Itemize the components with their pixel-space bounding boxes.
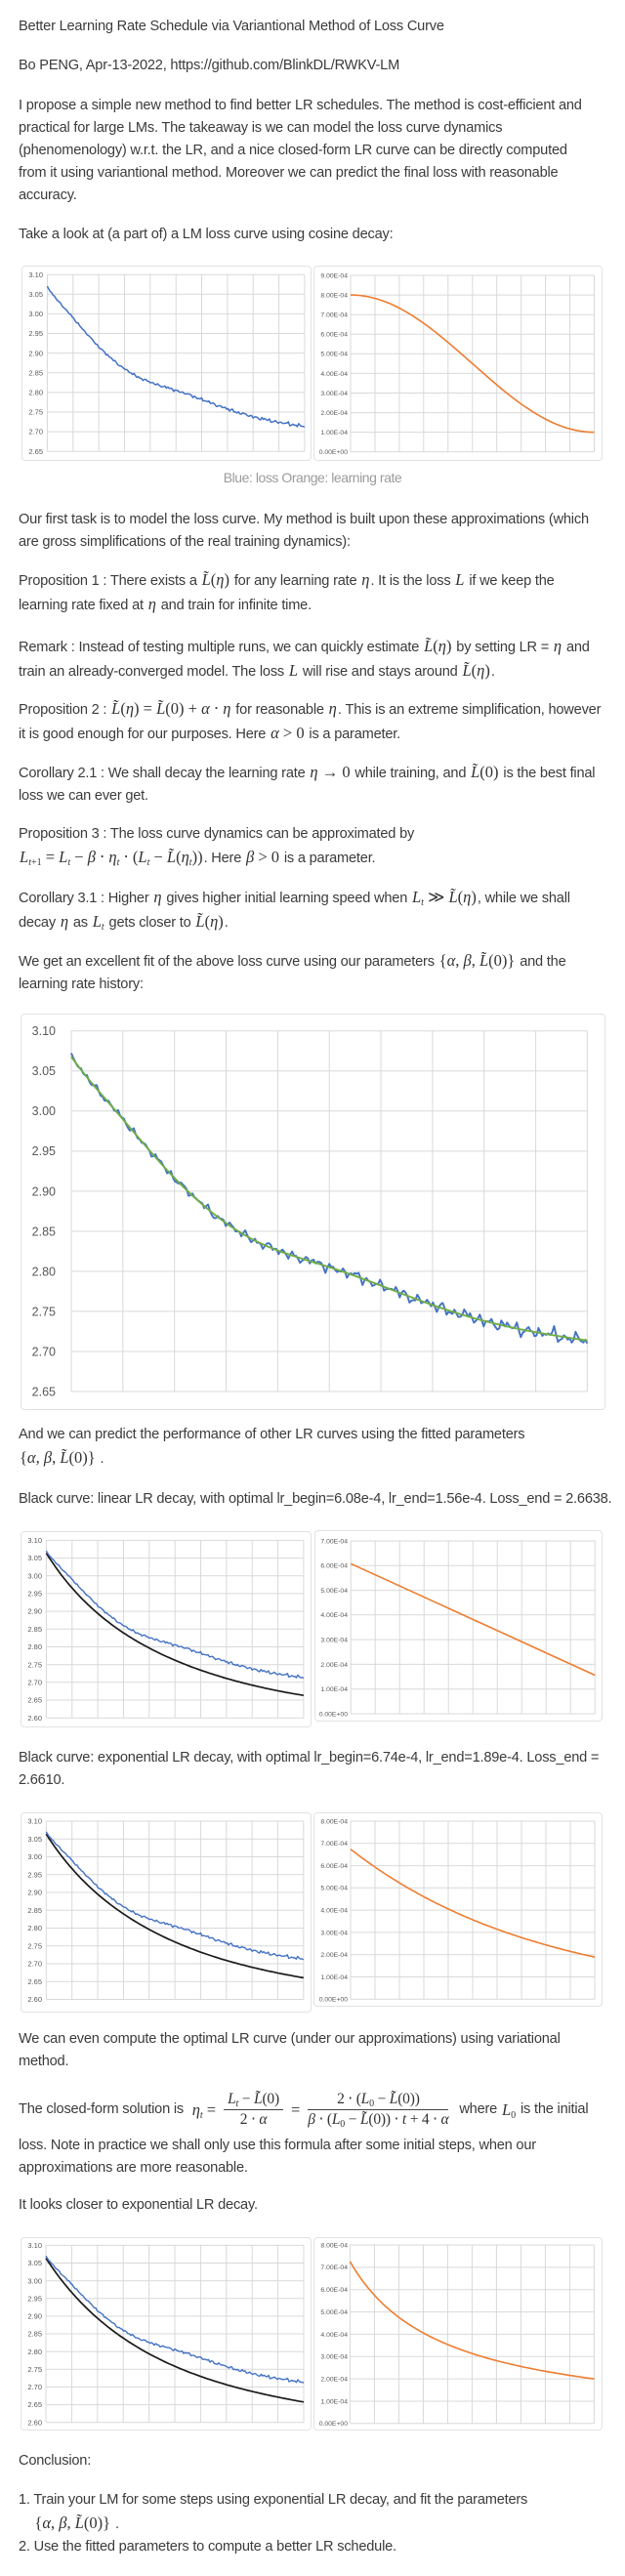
svg-text:8.00E-04: 8.00E-04 [320, 2242, 348, 2249]
svg-text:3.10: 3.10 [27, 2241, 42, 2250]
svg-text:2.65: 2.65 [28, 447, 43, 456]
svg-text:3.05: 3.05 [32, 1064, 56, 1078]
svg-text:3.10: 3.10 [27, 1817, 42, 1826]
svg-text:3.00: 3.00 [32, 1104, 56, 1118]
svg-text:2.75: 2.75 [27, 1941, 42, 1950]
svg-text:4.00E-04: 4.00E-04 [320, 1612, 348, 1619]
svg-text:0.00E+00: 0.00E+00 [319, 2421, 349, 2428]
svg-text:2.85: 2.85 [28, 368, 43, 377]
svg-text:2.70: 2.70 [27, 2383, 42, 2391]
svg-text:2.90: 2.90 [27, 1889, 42, 1897]
svg-text:2.60: 2.60 [27, 1995, 42, 2004]
svg-text:2.70: 2.70 [27, 1960, 42, 1969]
svg-text:2.65: 2.65 [27, 1696, 42, 1705]
svg-text:2.80: 2.80 [28, 389, 43, 397]
svg-text:3.00: 3.00 [27, 1852, 42, 1861]
svg-text:2.60: 2.60 [27, 1714, 42, 1723]
svg-text:1.00E-04: 1.00E-04 [320, 1686, 348, 1693]
svg-text:3.00E-04: 3.00E-04 [320, 2354, 348, 2361]
svg-text:2.95: 2.95 [28, 329, 43, 338]
svg-text:3.05: 3.05 [28, 290, 43, 299]
svg-text:1.00E-04: 1.00E-04 [320, 430, 348, 436]
svg-text:6.00E-04: 6.00E-04 [320, 2287, 348, 2294]
svg-text:2.00E-04: 2.00E-04 [320, 2377, 348, 2384]
svg-text:2.95: 2.95 [32, 1144, 56, 1158]
svg-text:2.95: 2.95 [27, 2294, 42, 2303]
svg-text:5.00E-04: 5.00E-04 [320, 1588, 348, 1595]
svg-text:3.05: 3.05 [27, 1835, 42, 1844]
svg-text:2.85: 2.85 [27, 1625, 42, 1634]
svg-text:2.90: 2.90 [32, 1184, 56, 1198]
svg-text:3.05: 3.05 [27, 1554, 42, 1562]
svg-text:2.00E-04: 2.00E-04 [320, 1952, 348, 1959]
svg-text:5.00E-04: 5.00E-04 [320, 1886, 348, 1892]
svg-text:3.10: 3.10 [27, 1536, 42, 1545]
svg-text:2.65: 2.65 [32, 1385, 56, 1398]
svg-text:2.80: 2.80 [27, 1642, 42, 1651]
svg-text:1.00E-04: 1.00E-04 [320, 1974, 348, 1981]
svg-text:3.05: 3.05 [27, 2259, 42, 2267]
svg-text:8.00E-04: 8.00E-04 [320, 1818, 348, 1825]
svg-text:3.00: 3.00 [28, 310, 43, 318]
svg-text:2.85: 2.85 [32, 1225, 56, 1238]
svg-text:6.00E-04: 6.00E-04 [320, 332, 348, 339]
svg-text:5.00E-04: 5.00E-04 [320, 2309, 348, 2316]
svg-text:3.00E-04: 3.00E-04 [320, 391, 348, 397]
svg-text:3.10: 3.10 [32, 1024, 56, 1038]
svg-text:2.00E-04: 2.00E-04 [320, 410, 348, 417]
svg-text:4.00E-04: 4.00E-04 [320, 371, 348, 378]
svg-text:9.00E-04: 9.00E-04 [320, 272, 348, 279]
svg-text:3.00: 3.00 [27, 2276, 42, 2285]
svg-text:2.95: 2.95 [27, 1870, 42, 1879]
svg-text:5.00E-04: 5.00E-04 [320, 352, 348, 358]
svg-text:2.75: 2.75 [32, 1305, 56, 1318]
svg-text:6.00E-04: 6.00E-04 [320, 1563, 348, 1570]
svg-text:2.95: 2.95 [27, 1590, 42, 1599]
svg-text:7.00E-04: 7.00E-04 [320, 2264, 348, 2271]
svg-text:2.85: 2.85 [27, 1906, 42, 1915]
svg-text:8.00E-04: 8.00E-04 [320, 293, 348, 300]
svg-text:2.75: 2.75 [28, 408, 43, 417]
svg-text:2.70: 2.70 [32, 1345, 56, 1358]
svg-text:7.00E-04: 7.00E-04 [320, 1841, 348, 1848]
svg-text:1.00E-04: 1.00E-04 [320, 2398, 348, 2405]
svg-text:4.00E-04: 4.00E-04 [320, 1908, 348, 1915]
svg-text:2.90: 2.90 [28, 349, 43, 357]
svg-text:0.00E+00: 0.00E+00 [319, 1711, 349, 1718]
svg-text:2.90: 2.90 [27, 2312, 42, 2321]
svg-text:2.75: 2.75 [27, 2365, 42, 2374]
svg-text:0.00E+00: 0.00E+00 [319, 449, 349, 456]
svg-text:6.00E-04: 6.00E-04 [320, 1863, 348, 1870]
svg-text:2.80: 2.80 [32, 1265, 56, 1278]
svg-text:3.10: 3.10 [28, 270, 43, 279]
svg-text:2.70: 2.70 [27, 1679, 42, 1687]
svg-text:3.00E-04: 3.00E-04 [320, 1638, 348, 1644]
svg-text:7.00E-04: 7.00E-04 [320, 312, 348, 319]
svg-text:2.70: 2.70 [28, 428, 43, 436]
svg-text:3.00: 3.00 [27, 1571, 42, 1580]
svg-text:2.85: 2.85 [27, 2330, 42, 2339]
svg-text:4.00E-04: 4.00E-04 [320, 2332, 348, 2339]
svg-text:0.00E+00: 0.00E+00 [319, 1997, 349, 2004]
svg-text:2.00E-04: 2.00E-04 [320, 1662, 348, 1669]
svg-text:2.65: 2.65 [27, 1977, 42, 1986]
svg-text:3.00E-04: 3.00E-04 [320, 1930, 348, 1936]
svg-text:2.80: 2.80 [27, 1924, 42, 1932]
svg-text:2.90: 2.90 [27, 1607, 42, 1616]
svg-text:7.00E-04: 7.00E-04 [320, 1538, 348, 1545]
svg-text:2.60: 2.60 [27, 2418, 42, 2427]
svg-text:2.80: 2.80 [27, 2347, 42, 2356]
svg-text:2.75: 2.75 [27, 1660, 42, 1669]
svg-text:2.65: 2.65 [27, 2400, 42, 2409]
